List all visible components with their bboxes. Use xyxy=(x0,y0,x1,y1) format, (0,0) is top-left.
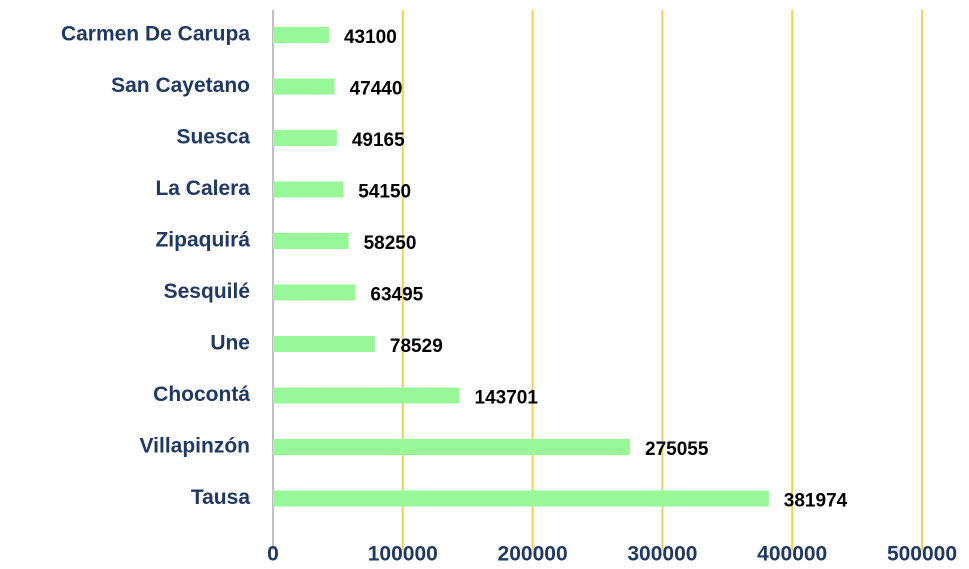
category-label: Chocontá xyxy=(153,383,250,406)
bar xyxy=(273,490,769,507)
category-label: Une xyxy=(210,332,250,355)
category-label: La Calera xyxy=(155,177,250,200)
category-label: Villapinzón xyxy=(140,435,250,458)
data-label: 143701 xyxy=(475,388,539,409)
bar xyxy=(273,284,356,301)
bar xyxy=(273,181,344,198)
data-label: 43100 xyxy=(344,27,397,48)
category-label: San Cayetano xyxy=(111,74,250,97)
data-label: 54150 xyxy=(358,182,411,203)
bar xyxy=(273,439,631,455)
category-label: Carmen De Carupa xyxy=(61,23,250,46)
category-label: Zipaquirá xyxy=(155,229,250,252)
bar xyxy=(273,27,329,43)
data-label: 63495 xyxy=(370,285,423,306)
data-label: 58250 xyxy=(364,233,417,254)
category-label: Tausa xyxy=(191,486,250,509)
bar xyxy=(273,387,460,404)
bar xyxy=(273,336,375,352)
x-tick-label: 0 xyxy=(267,543,279,566)
x-tick-label: 300000 xyxy=(627,543,697,566)
x-tick-label: 500000 xyxy=(887,543,957,566)
category-label: Sesquilé xyxy=(164,280,250,303)
bar xyxy=(273,233,349,249)
x-tick-label: 400000 xyxy=(757,543,827,566)
data-label: 78529 xyxy=(390,336,443,357)
data-label: 381974 xyxy=(784,491,848,512)
data-label: 49165 xyxy=(352,130,405,151)
x-tick-label: 200000 xyxy=(498,543,568,566)
data-label: 47440 xyxy=(350,79,403,100)
bar xyxy=(273,130,337,146)
data-label: 275055 xyxy=(645,439,709,460)
x-tick-label: 100000 xyxy=(368,543,438,566)
bar xyxy=(273,78,335,95)
category-label: Suesca xyxy=(176,126,250,149)
